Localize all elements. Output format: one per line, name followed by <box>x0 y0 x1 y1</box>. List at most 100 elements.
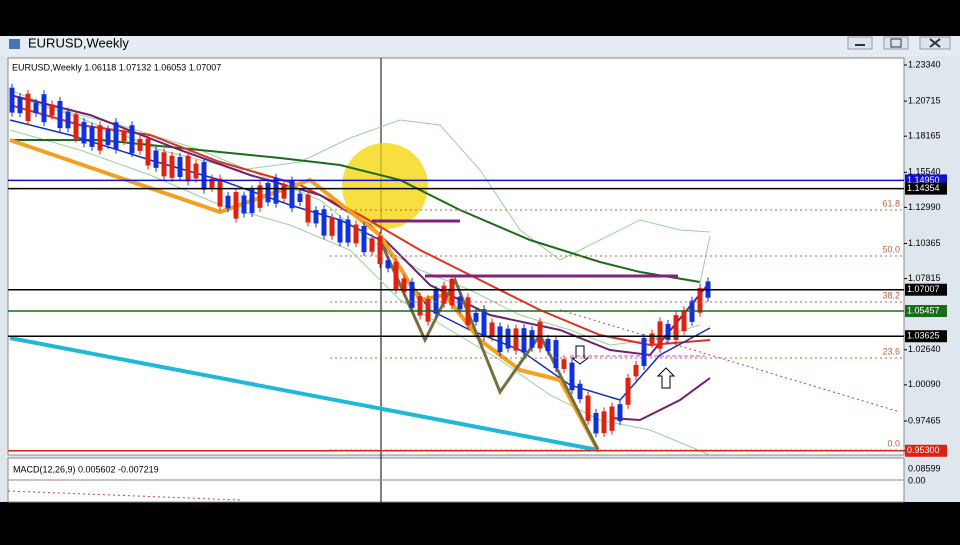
candle <box>169 155 175 178</box>
price-tag <box>905 444 947 457</box>
macd-signal <box>7 490 241 501</box>
candle <box>617 404 623 422</box>
candle <box>9 87 15 113</box>
price-label: 1.00090 <box>908 379 941 389</box>
candle <box>161 152 167 177</box>
candle <box>249 189 255 213</box>
minimize-button[interactable] <box>847 36 873 50</box>
macd-axis-label: 0.00 <box>908 475 926 485</box>
app-icon <box>9 39 20 49</box>
candle <box>449 278 455 306</box>
candle <box>313 210 319 224</box>
candle <box>121 131 127 142</box>
candle <box>57 100 63 129</box>
price-tag-label: 1.07007 <box>907 284 940 294</box>
plot <box>7 58 904 502</box>
candle <box>97 125 103 151</box>
candle <box>17 97 23 114</box>
window-title: EURUSD,Weekly <box>28 35 129 50</box>
candle <box>305 194 311 223</box>
candle <box>441 285 447 304</box>
candle <box>417 296 423 316</box>
candle <box>129 125 135 154</box>
price-label: 1.02640 <box>908 344 941 354</box>
candle <box>377 236 383 265</box>
candle <box>89 126 95 147</box>
candle <box>473 312 479 322</box>
macd-label: MACD(12,26,9) 0.005602 -0.007219 <box>13 464 159 474</box>
candle <box>281 184 287 199</box>
price-tag <box>905 305 947 318</box>
candle <box>545 338 551 352</box>
candle <box>561 359 567 369</box>
candle <box>601 411 607 434</box>
candle <box>697 287 703 313</box>
candle <box>537 321 543 349</box>
price-label: 1.20715 <box>908 95 941 105</box>
band-tip <box>699 235 711 284</box>
fib-label: 50.0 <box>882 244 900 254</box>
price-label: 1.18165 <box>908 131 941 141</box>
candle <box>105 129 111 145</box>
zigzag <box>9 138 600 451</box>
candle <box>641 338 647 366</box>
candle <box>153 150 159 168</box>
candle <box>41 94 47 123</box>
candle <box>665 323 671 340</box>
candle <box>241 195 247 214</box>
highlight-circle <box>342 143 428 229</box>
candle <box>489 322 495 338</box>
candle <box>513 328 519 351</box>
candle <box>385 260 391 269</box>
chart-header: EURUSD,Weekly 1.06118 1.07132 1.06053 1.… <box>12 62 221 72</box>
candle <box>521 328 527 353</box>
price-tag <box>905 182 947 195</box>
candle <box>409 281 415 308</box>
candle <box>25 93 31 122</box>
candle <box>201 162 207 190</box>
price-label: 1.10365 <box>908 238 941 248</box>
candle <box>361 225 367 253</box>
candle <box>497 326 503 353</box>
candle <box>609 406 615 431</box>
price-tag-label: 1.03625 <box>907 331 940 341</box>
fib-label: 0.0 <box>887 438 900 448</box>
price-label: 1.12990 <box>908 202 941 212</box>
candle <box>297 193 303 203</box>
candle <box>177 156 183 177</box>
candle <box>393 261 399 290</box>
candle <box>401 278 407 293</box>
candle <box>649 333 655 344</box>
candle <box>321 209 327 236</box>
trend-line <box>9 336 599 452</box>
candle <box>337 219 343 243</box>
candle <box>193 163 199 179</box>
candle <box>209 178 215 188</box>
candle <box>353 224 359 244</box>
candle <box>673 315 679 341</box>
price-label: 1.07815 <box>908 273 941 283</box>
price-tag-label: 1.14354 <box>907 183 940 193</box>
candle <box>457 296 463 310</box>
candle <box>369 238 375 252</box>
price-tag-label: 1.14950 <box>907 175 940 185</box>
ma-fast <box>9 94 711 357</box>
candle <box>657 321 663 349</box>
candle <box>113 122 119 150</box>
ma-fast-tail <box>609 377 711 422</box>
fib-label: 38.2 <box>882 290 900 300</box>
dotted-trend <box>559 309 901 413</box>
candle <box>185 155 191 182</box>
fib-label: 23.6 <box>882 346 900 356</box>
candle <box>273 177 279 204</box>
maximize-button[interactable] <box>883 36 909 50</box>
macd-axis-label: 0.08599 <box>908 463 941 473</box>
band-lower <box>9 129 711 456</box>
candle <box>145 138 151 166</box>
price-tag <box>905 330 947 343</box>
window-controls[interactable] <box>847 36 951 50</box>
candle <box>257 185 263 208</box>
price-label: 1.15540 <box>908 167 941 177</box>
candle <box>49 104 55 116</box>
